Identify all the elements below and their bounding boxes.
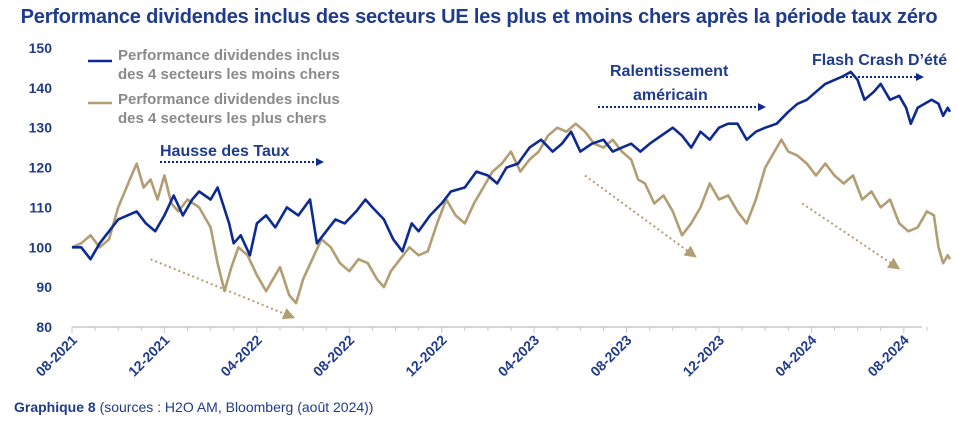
x-axis: 08-2021 12-2021 04-2022 08-2022 12-2022 04-20… [32, 326, 928, 380]
trend-arrow [801, 202, 901, 270]
legend-label: des 4 secteurs les plus chers [118, 110, 326, 127]
annotation-label: Ralentissement [610, 63, 729, 80]
legend-label: Performance dividendes inclus [118, 47, 340, 64]
y-tick-label: 90 [36, 279, 52, 295]
legend-label: Performance dividendes inclus [118, 91, 340, 108]
annotation-label: américain [633, 87, 708, 104]
legend: Performance dividendes inclus des 4 secte… [88, 47, 340, 127]
x-tick-label: 12-2022 [402, 332, 450, 380]
x-tick-label: 08-2023 [587, 332, 635, 380]
x-tick-label: 08-2024 [864, 332, 912, 380]
y-tick-label: 110 [29, 199, 52, 215]
y-tick-label: 150 [29, 40, 53, 56]
legend-label: des 4 secteurs les moins chers [118, 66, 340, 83]
series-line-moins-chers [72, 70, 952, 261]
x-tick-label: 04-2024 [772, 332, 820, 380]
trend-arrow [584, 174, 697, 258]
caption-label: Graphique 8 [14, 399, 96, 415]
annotation-label: Hausse des Taux [160, 143, 290, 160]
trend-arrows [150, 174, 901, 320]
y-tick-label: 120 [29, 160, 53, 176]
series-layer [71, 70, 952, 305]
y-tick-label: 130 [29, 120, 53, 136]
y-tick-label: 80 [36, 319, 52, 335]
chart-title: Performance dividendes inclus des secteu… [20, 6, 938, 28]
x-tick-label: 12-2021 [125, 332, 173, 380]
x-tick-label: 08-2022 [310, 332, 358, 380]
annotation-label: Flash Crash D’été [812, 52, 947, 69]
x-tick-label: 08-2021 [32, 332, 80, 380]
caption-source: (sources : H2O AM, Bloomberg (août 2024)… [95, 399, 374, 415]
x-tick-label: 04-2023 [495, 332, 543, 380]
y-axis: 80 90 100 110 120 130 140 150 [29, 40, 53, 335]
series-line-plus-chers [71, 122, 952, 305]
y-tick-label: 100 [29, 239, 53, 255]
trend-arrow [150, 258, 296, 320]
x-tick-label: 12-2023 [679, 332, 727, 380]
figure-caption: Graphique 8 (sources : H2O AM, Bloomberg… [14, 399, 373, 415]
x-tick-label: 04-2022 [217, 332, 265, 380]
annotations: Hausse des Taux Ralentissement américain Fl… [160, 52, 947, 166]
y-tick-label: 140 [29, 80, 53, 96]
